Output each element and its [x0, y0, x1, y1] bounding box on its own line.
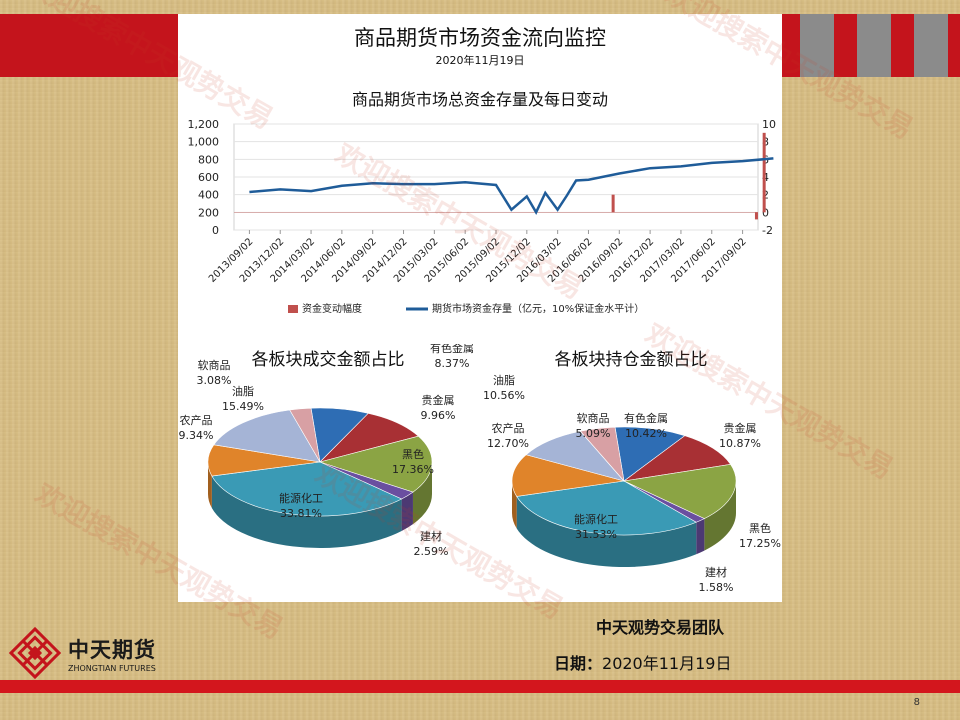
- y-left-tick: 0: [212, 224, 219, 237]
- pie-side-黑色: [704, 481, 736, 551]
- pie-category-label: 有色金属: [624, 411, 668, 425]
- pie-value-label: 9.96%: [421, 409, 456, 422]
- pie-value-label: 10.87%: [719, 437, 761, 450]
- fund-stock-chart: 1,2001,00080060040020001086420-22013/09/…: [188, 118, 777, 315]
- pie-value-label: 17.25%: [739, 537, 781, 550]
- pie-side-建材: [401, 492, 413, 531]
- pie-category-label: 贵金属: [422, 393, 455, 407]
- pie-category-label: 建材: [705, 565, 727, 579]
- change-bar: [754, 212, 758, 220]
- pie-title: 各板块持仓金额占比: [555, 350, 708, 370]
- pie-value-label: 10.56%: [483, 389, 525, 402]
- fund-stock-line: [249, 157, 774, 215]
- pie-side-能源化工: [516, 496, 697, 567]
- footer-date: 日期：2020年11月19日: [554, 650, 731, 674]
- pie-value-label: 2.59%: [414, 545, 449, 558]
- pie-slice-油脂: [213, 409, 321, 463]
- pie-category-label: 能源化工: [574, 512, 618, 526]
- pie-category-label: 贵金属: [724, 421, 757, 435]
- pie-category-label: 油脂: [232, 384, 254, 398]
- legend-label-stock: 期货市场资金存量（亿元，10%保证金水平计）: [432, 302, 644, 315]
- logo-icon: [8, 626, 62, 680]
- pie-category-label: 黑色: [749, 521, 771, 535]
- pie-slice-软商品: [289, 407, 321, 463]
- pie-side-黑色: [412, 462, 432, 525]
- pie-value-label: 10.42%: [625, 427, 667, 440]
- header-block-3: [914, 14, 948, 77]
- page-title: 商品期货市场资金流向监控: [354, 26, 606, 50]
- pie-value-label: 3.08%: [197, 374, 232, 387]
- pie-slice-软商品: [579, 426, 625, 482]
- pie-slice-有色金属: [614, 426, 686, 482]
- date-label: 日期：: [554, 654, 603, 673]
- y-left-tick: 1,000: [188, 136, 220, 149]
- pie-category-label: 建材: [420, 529, 442, 543]
- page-number: 8: [913, 697, 920, 708]
- pie-slice-能源化工: [211, 461, 403, 517]
- legend-label-change: 资金变动幅度: [302, 302, 362, 315]
- pie-category-label: 能源化工: [279, 491, 323, 505]
- pie-slice-农产品: [511, 454, 625, 497]
- header-block-1: [800, 14, 834, 77]
- turnover-share-pie: 各板块成交金额占比 有色金属 8.37% 贵金属 9.96% 黑色 17.36% 建材 2.59…: [179, 344, 474, 558]
- team-name: 中天观势交易团队: [595, 618, 724, 637]
- pie-side-能源化工: [211, 476, 402, 548]
- pie-value-label: 33.81%: [280, 507, 322, 520]
- pie-category-label: 农产品: [180, 413, 213, 427]
- pie-value-label: 9.34%: [179, 429, 214, 442]
- pie-side-农产品: [208, 462, 212, 509]
- pie-side-建材: [696, 518, 705, 555]
- pie-value-label: 31.53%: [575, 528, 617, 541]
- pie-category-label: 油脂: [493, 373, 515, 387]
- pie-value-label: 17.36%: [392, 463, 434, 476]
- pie-value-label: 15.49%: [222, 400, 264, 413]
- legend-swatch-change: [288, 305, 298, 313]
- company-logo: 中天期货 ZHONGTIAN FUTURES: [8, 626, 168, 682]
- pie-title: 各板块成交金额占比: [252, 350, 405, 370]
- pie-category-label: 黑色: [402, 447, 424, 461]
- footer-band: [0, 680, 960, 693]
- pie-value-label: 1.58%: [699, 581, 734, 594]
- pie-slice-黑色: [318, 435, 433, 493]
- logo-name-en: ZHONGTIAN FUTURES: [68, 664, 156, 673]
- y-right-tick: 10: [762, 118, 776, 131]
- change-bar: [762, 132, 766, 213]
- date-value: 2020年11月19日: [602, 654, 732, 673]
- y-right-tick: 0: [762, 206, 769, 219]
- change-bar: [611, 194, 615, 213]
- y-right-tick: -2: [762, 224, 773, 237]
- logo-name-cn: 中天期货: [68, 638, 156, 662]
- pie-slice-能源化工: [516, 480, 697, 536]
- pie-category-label: 有色金属: [430, 344, 474, 355]
- y-left-tick: 200: [198, 206, 219, 219]
- pie-value-label: 12.70%: [487, 437, 529, 450]
- pie-category-label: 软商品: [577, 411, 610, 425]
- y-left-tick: 800: [198, 153, 219, 166]
- pie-side-农产品: [512, 481, 517, 529]
- pie-slice-油脂: [525, 430, 625, 482]
- pie-value-label: 8.37%: [435, 357, 470, 370]
- pie-slice-贵金属: [623, 435, 732, 482]
- report-date: 2020年11月19日: [435, 54, 525, 67]
- y-left-tick: 400: [198, 189, 219, 202]
- report-panel: 商品期货市场资金流向监控 2020年11月19日 商品期货市场总资金存量及每日变…: [178, 14, 782, 602]
- line-chart-title: 商品期货市场总资金存量及每日变动: [351, 90, 608, 109]
- y-left-tick: 1,200: [188, 118, 220, 131]
- pie-value-label: 5.09%: [576, 427, 611, 440]
- pie-slice-黑色: [622, 464, 737, 519]
- header-block-2: [857, 14, 891, 77]
- pie-category-label: 软商品: [198, 358, 231, 372]
- y-left-tick: 600: [198, 171, 219, 184]
- pie-category-label: 农产品: [492, 421, 525, 435]
